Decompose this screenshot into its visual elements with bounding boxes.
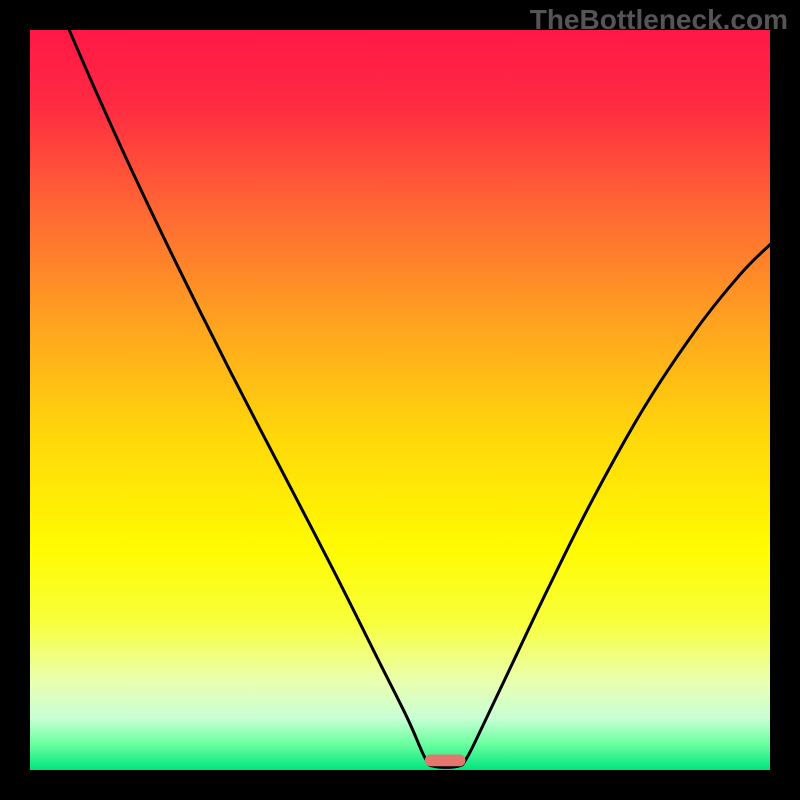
- gradient-background: [30, 30, 770, 770]
- bottleneck-chart: [30, 30, 770, 770]
- optimal-marker: [425, 754, 466, 766]
- chart-container: TheBottleneck.com: [0, 0, 800, 800]
- watermark-text: TheBottleneck.com: [530, 4, 788, 36]
